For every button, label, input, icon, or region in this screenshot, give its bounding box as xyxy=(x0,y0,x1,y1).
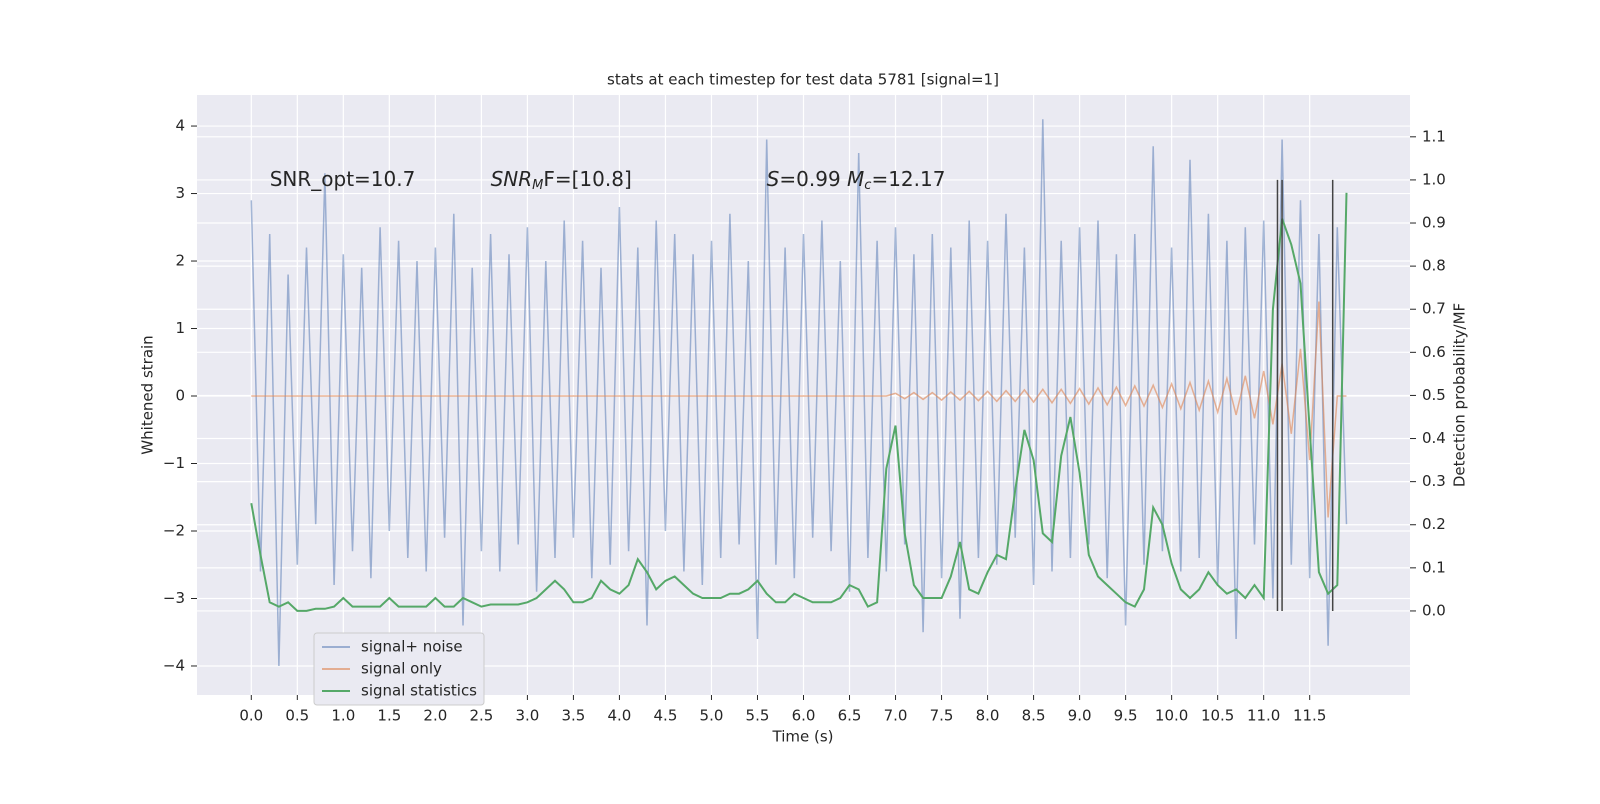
legend-label: signal statistics xyxy=(361,682,477,700)
x-tick-label: 6.5 xyxy=(838,707,862,725)
x-tick-label: 1.5 xyxy=(377,707,401,725)
y-tick-label: −3 xyxy=(163,589,185,607)
y-tick-label: −4 xyxy=(163,656,185,674)
y2-tick-label: 1.0 xyxy=(1422,170,1446,188)
annotation-part: =0.99 xyxy=(779,166,847,190)
annotation: SNR_opt=10.7 xyxy=(270,166,416,190)
annotation-part: SNR xyxy=(491,166,533,190)
y-axis-label: Whitened strain xyxy=(139,335,157,454)
annotation: S=0.99 Mc=12.17 xyxy=(767,166,946,192)
y-tick-label: −1 xyxy=(163,454,185,472)
x-tick-label: 4.0 xyxy=(608,707,632,725)
y2-tick-label: 0.7 xyxy=(1422,300,1446,318)
x-tick-label: 9.5 xyxy=(1114,707,1138,725)
y-tick-label: 2 xyxy=(175,252,185,270)
y2-tick-label: 0.4 xyxy=(1422,429,1446,447)
x-axis-label: Time (s) xyxy=(772,728,834,746)
y2-tick-label: 0.9 xyxy=(1422,214,1446,232)
x-tick-label: 2.5 xyxy=(469,707,493,725)
legend-label: signal only xyxy=(361,660,442,678)
y2-tick-label: 1.1 xyxy=(1422,127,1446,145)
x-tick-label: 0.5 xyxy=(285,707,309,725)
x-tick-label: 10.5 xyxy=(1201,707,1234,725)
chart-title: stats at each timestep for test data 578… xyxy=(607,71,999,89)
x-tick-label: 3.0 xyxy=(515,707,539,725)
annotation-part: SNR_opt=10.7 xyxy=(270,166,416,190)
legend-label: signal+ noise xyxy=(361,638,463,656)
series-line xyxy=(250,192,1348,612)
annotation-part: c xyxy=(864,177,871,192)
y-tick-label: 3 xyxy=(175,184,185,202)
y2-tick-label: 0.6 xyxy=(1422,343,1446,361)
y2-tick-label: 0.8 xyxy=(1422,257,1446,275)
x-tick-label: 3.5 xyxy=(561,707,585,725)
annotation-part: S xyxy=(767,166,780,190)
x-tick-label: 8.0 xyxy=(976,707,1000,725)
x-tick-label: 9.0 xyxy=(1068,707,1092,725)
x-tick-label: 11.0 xyxy=(1247,707,1280,725)
x-tick-label: 5.5 xyxy=(746,707,770,725)
legend-box xyxy=(313,632,485,706)
x-tick-label: 6.0 xyxy=(792,707,816,725)
annotation-part: =12.17 xyxy=(871,166,945,190)
y-tick-label: 0 xyxy=(175,387,185,405)
annotation-part: F=[10.8] xyxy=(543,166,631,190)
x-tick-label: 0.0 xyxy=(239,707,263,725)
y2-tick-label: 0.5 xyxy=(1422,386,1446,404)
y2-axis-label: Detection probability/MF xyxy=(1451,303,1469,487)
x-tick-label: 4.5 xyxy=(654,707,678,725)
x-tick-label: 7.0 xyxy=(884,707,908,725)
series-line xyxy=(250,119,1348,667)
y2-tick-label: 0.0 xyxy=(1422,601,1446,619)
y2-tick-label: 0.2 xyxy=(1422,515,1446,533)
x-tick-label: 1.0 xyxy=(331,707,355,725)
annotation-part: M xyxy=(847,166,864,190)
x-tick-label: 5.0 xyxy=(700,707,724,725)
x-tick-label: 11.5 xyxy=(1293,707,1326,725)
x-tick-label: 8.5 xyxy=(1022,707,1046,725)
x-tick-label: 2.0 xyxy=(423,707,447,725)
y-tick-label: −2 xyxy=(163,521,185,539)
series-line xyxy=(251,301,1347,518)
y2-tick-label: 0.1 xyxy=(1422,558,1446,576)
x-tick-label: 7.5 xyxy=(930,707,954,725)
x-tick-label: 10.0 xyxy=(1155,707,1188,725)
y2-tick-label: 0.3 xyxy=(1422,472,1446,490)
y-tick-label: 1 xyxy=(175,319,185,337)
annotation-part: M xyxy=(532,177,543,192)
annotation: SNRMF=[10.8] xyxy=(491,166,632,192)
legend: signal+ noise signal only signal statistic… xyxy=(313,632,485,706)
y-tick-label: 4 xyxy=(175,117,185,135)
